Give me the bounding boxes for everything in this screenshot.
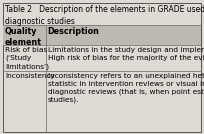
Text: Description: Description — [48, 27, 99, 36]
Text: Limitations in the study design and implementation ma
High risk of bias for the : Limitations in the study design and impl… — [48, 47, 204, 61]
Text: Inconsistency refers to an unexplained heterogeneity, a
statistic in interventio: Inconsistency refers to an unexplained h… — [48, 73, 204, 103]
Text: Table 2   Description of the elements in GRADE used to ass-
diagnostic studies: Table 2 Description of the elements in G… — [5, 5, 204, 26]
Text: Inconsistency: Inconsistency — [5, 73, 55, 79]
Bar — [3, 25, 201, 45]
Text: Risk of bias
(‘Study
limitations’): Risk of bias (‘Study limitations’) — [5, 47, 49, 70]
Text: Quality
element: Quality element — [5, 27, 42, 47]
